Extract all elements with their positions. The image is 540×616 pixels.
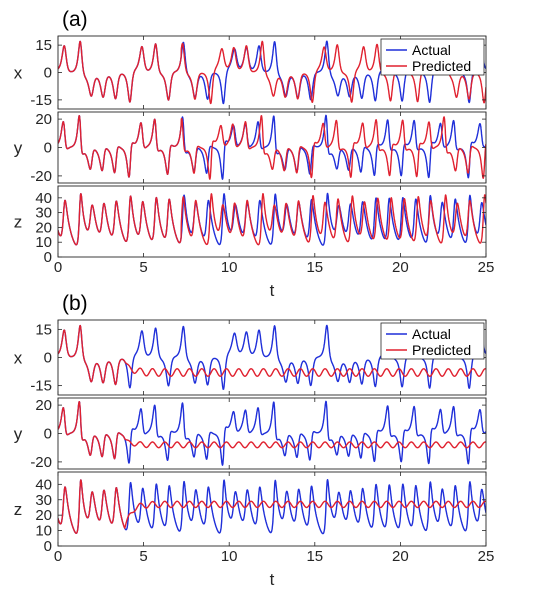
y-tick-label: 15 bbox=[35, 37, 52, 54]
series-line-predicted bbox=[58, 401, 486, 460]
series-line-predicted bbox=[58, 115, 486, 180]
subplot-y: 20 0 -20 y bbox=[14, 111, 487, 185]
x-tick-label: 0 bbox=[54, 259, 62, 276]
y-tick-label: 0 bbox=[44, 65, 52, 82]
series-lines bbox=[58, 114, 486, 180]
subplot-y: 20 0 -20 y bbox=[14, 397, 487, 471]
y-tick-label: 20 bbox=[35, 111, 52, 128]
y-axis-label: y bbox=[14, 425, 23, 444]
panel-label: (b) bbox=[62, 292, 88, 315]
y-axis-label: y bbox=[14, 139, 23, 158]
y-tick-label: -20 bbox=[30, 454, 52, 471]
y-tick-label: 20 bbox=[35, 397, 52, 414]
y-tick-label: 20 bbox=[35, 219, 52, 236]
y-tick-label: 0 bbox=[44, 140, 52, 157]
y-tick-label: 10 bbox=[35, 523, 52, 540]
axes-frame bbox=[57, 471, 487, 547]
y-tick-label: 40 bbox=[35, 476, 52, 493]
legend-label-predicted: Predicted bbox=[412, 342, 471, 358]
y-tick-label: -15 bbox=[30, 92, 52, 109]
series-lines bbox=[58, 479, 486, 535]
x-tick-label: 20 bbox=[392, 259, 409, 276]
x-tick-label: 25 bbox=[478, 548, 495, 565]
x-axis-label: t bbox=[270, 570, 275, 589]
x-tick-label: 25 bbox=[478, 259, 495, 276]
series-lines bbox=[58, 192, 486, 246]
y-tick-label: -15 bbox=[30, 378, 52, 395]
y-tick-label: 30 bbox=[35, 492, 52, 509]
y-axis-label: z bbox=[14, 500, 23, 519]
y-tick-label: 0 bbox=[44, 538, 52, 555]
chart-panel-2: (b)150-15xActualPredicted200-20y40302010… bbox=[14, 292, 495, 589]
series-line-predicted bbox=[58, 40, 486, 105]
x-tick-label: 5 bbox=[139, 548, 147, 565]
legend-label-actual: Actual bbox=[412, 42, 451, 58]
x-tick-label: 0 bbox=[54, 548, 62, 565]
series-line-actual bbox=[58, 479, 486, 535]
x-tick-label: 15 bbox=[306, 548, 323, 565]
y-tick-label: 0 bbox=[44, 249, 52, 266]
y-tick-label: 0 bbox=[44, 426, 52, 443]
y-axis-label: x bbox=[14, 349, 23, 368]
y-tick-label: 0 bbox=[44, 350, 52, 367]
y-tick-label: -20 bbox=[30, 168, 52, 185]
series-line-predicted bbox=[58, 324, 486, 386]
legend-box bbox=[380, 38, 485, 76]
panel-label: (a) bbox=[62, 8, 88, 31]
axes-frame bbox=[57, 185, 487, 258]
x-tick-label: 10 bbox=[221, 259, 238, 276]
chart-panel-1: (a)150-15xActualPredicted200-20y40302010… bbox=[14, 8, 495, 300]
y-tick-label: 20 bbox=[35, 507, 52, 524]
x-tick-label: 5 bbox=[139, 259, 147, 276]
series-line-predicted bbox=[58, 479, 486, 534]
y-tick-label: 40 bbox=[35, 190, 52, 207]
legend-label-actual: Actual bbox=[412, 326, 451, 342]
y-tick-label: 15 bbox=[35, 321, 52, 338]
x-tick-label: 15 bbox=[306, 259, 323, 276]
x-axis-label: t bbox=[270, 281, 275, 300]
y-tick-label: 10 bbox=[35, 234, 52, 251]
y-tick-label: 30 bbox=[35, 205, 52, 222]
y-axis-label: x bbox=[14, 64, 23, 83]
series-line-actual bbox=[58, 400, 486, 466]
x-tick-label: 10 bbox=[221, 548, 238, 565]
y-axis-label: z bbox=[14, 213, 23, 232]
legend-label-predicted: Predicted bbox=[412, 58, 471, 74]
series-line-predicted bbox=[58, 193, 486, 246]
legend-box bbox=[380, 322, 485, 360]
x-tick-label: 20 bbox=[392, 548, 409, 565]
series-lines bbox=[58, 400, 486, 466]
